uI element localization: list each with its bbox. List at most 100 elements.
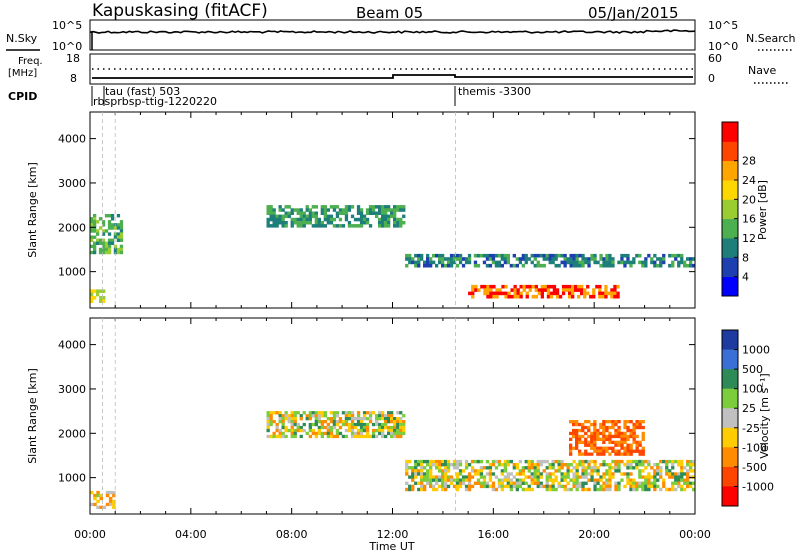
colorbar-swatch xyxy=(722,349,738,370)
heatmap-cell xyxy=(96,229,100,233)
heatmap-cell xyxy=(506,475,510,479)
heatmap-cell xyxy=(539,484,543,489)
heatmap-cell xyxy=(578,449,582,453)
heatmap-cell xyxy=(335,211,340,215)
heatmap-cell xyxy=(371,208,376,212)
heatmap-cell xyxy=(626,425,630,430)
heatmap-cell xyxy=(119,238,124,242)
heatmap-cell xyxy=(608,425,612,430)
heatmap-cell xyxy=(464,466,469,470)
heatmap-cell xyxy=(548,260,552,265)
heatmap-cell xyxy=(402,425,406,430)
heatmap-cell xyxy=(626,463,630,467)
heatmap-cell xyxy=(384,224,388,228)
heatmap-cell xyxy=(668,459,672,464)
heatmap-cell xyxy=(350,411,355,415)
heatmap-cell xyxy=(524,466,528,470)
heatmap-cell xyxy=(296,428,300,433)
heatmap-cell xyxy=(90,223,94,227)
heatmap-cell xyxy=(426,257,430,261)
heatmap-cell xyxy=(578,481,582,485)
heatmap-cell xyxy=(107,232,112,236)
heatmap-cell xyxy=(411,487,415,492)
heatmap-cell xyxy=(98,241,103,245)
heatmap-cell xyxy=(375,434,379,439)
heatmap-cell xyxy=(548,475,552,479)
heatmap-cell xyxy=(551,466,555,470)
heatmap-cell xyxy=(555,291,560,296)
heatmap-cell xyxy=(101,241,106,245)
heatmap-cell xyxy=(488,475,493,479)
heatmap-cell xyxy=(272,214,276,219)
heatmap-cell xyxy=(350,224,355,228)
heatmap-cell xyxy=(671,253,675,258)
heatmap-cell xyxy=(438,459,442,464)
heatmap-cell xyxy=(572,253,576,258)
heatmap-cell xyxy=(341,208,346,212)
heatmap-cell xyxy=(569,260,573,265)
heatmap-cell xyxy=(575,484,579,489)
heatmap-cell xyxy=(647,253,651,258)
heatmap-cell xyxy=(677,253,681,258)
heatmap-cell xyxy=(93,220,97,224)
heatmap-cell xyxy=(557,263,561,268)
heatmap-cell xyxy=(378,417,382,421)
heatmap-cell xyxy=(534,284,538,289)
heatmap-cell xyxy=(329,431,334,436)
heatmap-cell xyxy=(692,257,696,261)
heatmap-cell xyxy=(435,478,439,482)
heatmap-cell xyxy=(584,466,588,470)
heatmap-cell xyxy=(522,288,526,292)
heatmap-cell xyxy=(96,493,100,498)
nsky-series xyxy=(89,29,696,34)
heatmap-cell xyxy=(608,431,612,436)
heatmap-cell xyxy=(420,253,424,258)
heatmap-cell xyxy=(323,224,327,228)
heatmap-cell xyxy=(458,478,463,482)
heatmap-cell xyxy=(602,472,606,476)
heatmap-cell xyxy=(485,484,490,489)
heatmap-cell xyxy=(338,211,343,215)
freq-series xyxy=(92,74,693,79)
heatmap-cell xyxy=(90,226,94,230)
heatmap-cell xyxy=(441,260,445,265)
heatmap-cell xyxy=(596,472,600,476)
heatmap-cell xyxy=(620,260,624,265)
heatmap-cell xyxy=(452,484,457,489)
time-tick-label: 16:00 xyxy=(477,528,509,541)
heatmap-cell xyxy=(501,284,505,289)
heatmap-cell xyxy=(482,260,487,265)
heatmap-cell xyxy=(402,214,406,219)
heatmap-cell xyxy=(548,478,552,482)
heatmap-cell xyxy=(461,263,466,268)
heatmap-cell xyxy=(108,496,113,501)
heatmap-cell xyxy=(417,463,421,467)
heatmap-cell xyxy=(378,211,382,215)
heatmap-cell xyxy=(674,459,678,464)
heatmap-cell xyxy=(522,284,526,289)
heatmap-cell xyxy=(452,463,457,467)
heatmap-cell xyxy=(686,478,690,482)
heatmap-cell xyxy=(455,481,460,485)
heatmap-cell xyxy=(686,481,690,485)
heatmap-cell xyxy=(524,475,528,479)
heatmap-cell xyxy=(446,466,451,470)
heatmap-cell xyxy=(116,235,121,239)
heatmap-cell xyxy=(302,422,306,427)
heatmap-cell xyxy=(305,217,309,222)
heatmap-cell xyxy=(455,459,460,464)
heatmap-cell xyxy=(441,463,445,467)
heatmap-cell xyxy=(543,288,548,292)
heatmap-cell xyxy=(429,263,433,268)
heatmap-cell xyxy=(581,459,585,464)
heatmap-cell xyxy=(347,221,352,225)
heatmap-cell xyxy=(653,475,657,479)
colorbar-swatch xyxy=(722,180,738,200)
heatmap-cell xyxy=(584,459,588,464)
heatmap-cell xyxy=(96,289,100,293)
heatmap-cell xyxy=(674,253,678,258)
heatmap-cell xyxy=(356,211,361,215)
heatmap-cell xyxy=(590,437,594,441)
heatmap-cell xyxy=(353,431,358,436)
heatmap-cell xyxy=(545,253,549,258)
